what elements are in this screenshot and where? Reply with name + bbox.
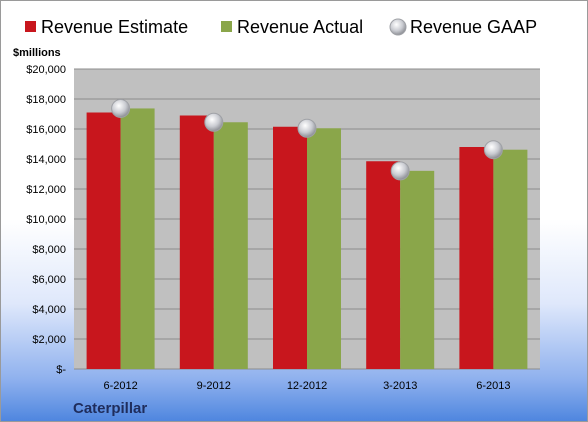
y-tick-label: $16,000 bbox=[26, 124, 66, 136]
legend-label-revenue-gaap: Revenue GAAP bbox=[410, 17, 537, 37]
marker-revenue-gaap bbox=[204, 112, 224, 132]
gaap-markers bbox=[111, 98, 503, 181]
bar-revenue-actual bbox=[307, 128, 341, 369]
marker-revenue-gaap bbox=[390, 161, 410, 181]
y-axis-ticks: $- $2,000 $4,000 $6,000 $8,000 $10,000 $12,000… bbox=[26, 64, 66, 376]
y-tick-label: $20,000 bbox=[26, 64, 66, 76]
legend-swatch-revenue-estimate bbox=[25, 21, 36, 32]
x-axis-ticks: 6-2012 9-2012 12-2012 3-2013 6-2013 bbox=[103, 380, 510, 392]
y-tick-label: $4,000 bbox=[32, 304, 66, 316]
bar-revenue-estimate bbox=[273, 126, 307, 369]
company-name: Caterpillar bbox=[73, 400, 147, 417]
x-tick-label: 3-2013 bbox=[383, 380, 417, 392]
y-tick-label: $- bbox=[56, 364, 66, 376]
bar-revenue-actual bbox=[213, 122, 248, 369]
legend-swatch-revenue-gaap bbox=[389, 18, 407, 36]
bar-revenue-actual bbox=[493, 149, 528, 369]
x-tick-label: 9-2012 bbox=[197, 380, 231, 392]
y-tick-label: $8,000 bbox=[32, 244, 66, 256]
y-tick-label: $2,000 bbox=[32, 334, 66, 346]
x-tick-label: 12-2012 bbox=[287, 380, 327, 392]
marker-revenue-gaap bbox=[297, 118, 317, 138]
bar-revenue-estimate bbox=[366, 161, 401, 369]
bar-revenue-estimate bbox=[459, 147, 494, 369]
bar-revenue-actual bbox=[400, 170, 435, 369]
bar-revenue-estimate bbox=[86, 112, 121, 369]
y-tick-label: $18,000 bbox=[26, 94, 66, 106]
legend-label-revenue-actual: Revenue Actual bbox=[237, 17, 363, 37]
x-tick-label: 6-2013 bbox=[476, 380, 510, 392]
y-tick-label: $12,000 bbox=[26, 184, 66, 196]
y-axis-unit-label: $millions bbox=[13, 47, 61, 59]
y-tick-label: $10,000 bbox=[26, 214, 66, 226]
marker-revenue-gaap bbox=[483, 140, 503, 160]
chart-legend: Revenue Estimate Revenue Actual Revenue GA… bbox=[25, 17, 537, 37]
bar-revenue-actual bbox=[120, 108, 155, 369]
bars bbox=[86, 108, 528, 369]
legend-swatch-revenue-actual bbox=[221, 21, 232, 32]
bar-revenue-estimate bbox=[179, 115, 214, 369]
y-tick-label: $14,000 bbox=[26, 154, 66, 166]
y-tick-label: $6,000 bbox=[32, 274, 66, 286]
legend-label-revenue-estimate: Revenue Estimate bbox=[41, 17, 188, 37]
x-tick-label: 6-2012 bbox=[103, 380, 137, 392]
marker-revenue-gaap bbox=[111, 98, 131, 118]
